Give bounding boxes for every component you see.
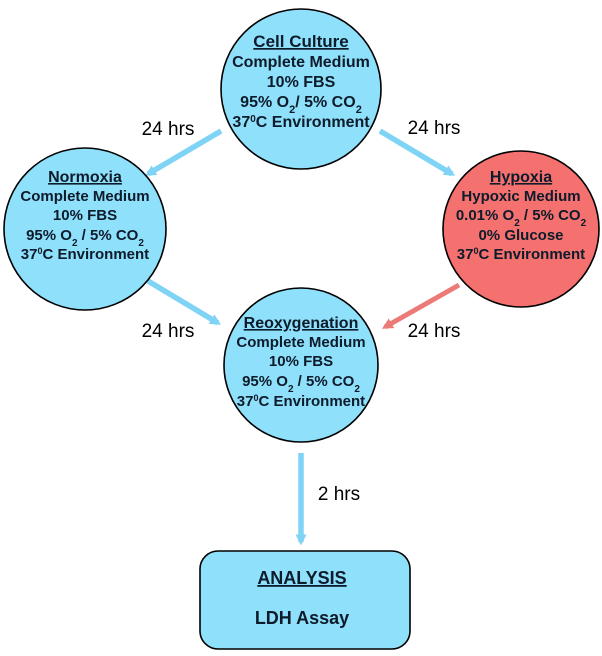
svg-text:10% FBS: 10% FBS <box>53 207 117 224</box>
svg-text:2 hrs: 2 hrs <box>318 484 360 505</box>
svg-text:Complete Medium: Complete Medium <box>232 54 370 71</box>
svg-text:Complete Medium: Complete Medium <box>20 188 149 205</box>
svg-text:Normoxia: Normoxia <box>48 169 122 186</box>
svg-text:24 hrs: 24 hrs <box>142 119 195 140</box>
svg-text:24 hrs: 24 hrs <box>408 118 461 139</box>
svg-text:24 hrs: 24 hrs <box>408 321 461 342</box>
svg-text:10% FBS: 10% FBS <box>267 74 336 91</box>
svg-text:Hypoxia: Hypoxia <box>490 169 552 186</box>
svg-text:10% FBS: 10% FBS <box>269 353 333 370</box>
svg-text:24 hrs: 24 hrs <box>142 321 195 342</box>
svg-text:0% Glucose: 0% Glucose <box>478 227 563 244</box>
svg-text:Cell Culture: Cell Culture <box>253 32 348 51</box>
svg-text:LDH Assay: LDH Assay <box>255 608 349 628</box>
svg-text:ANALYSIS: ANALYSIS <box>257 568 346 588</box>
svg-text:Reoxygenation: Reoxygenation <box>244 315 359 332</box>
svg-text:Complete Medium: Complete Medium <box>236 334 365 351</box>
svg-text:Hypoxic Medium: Hypoxic Medium <box>461 188 580 205</box>
